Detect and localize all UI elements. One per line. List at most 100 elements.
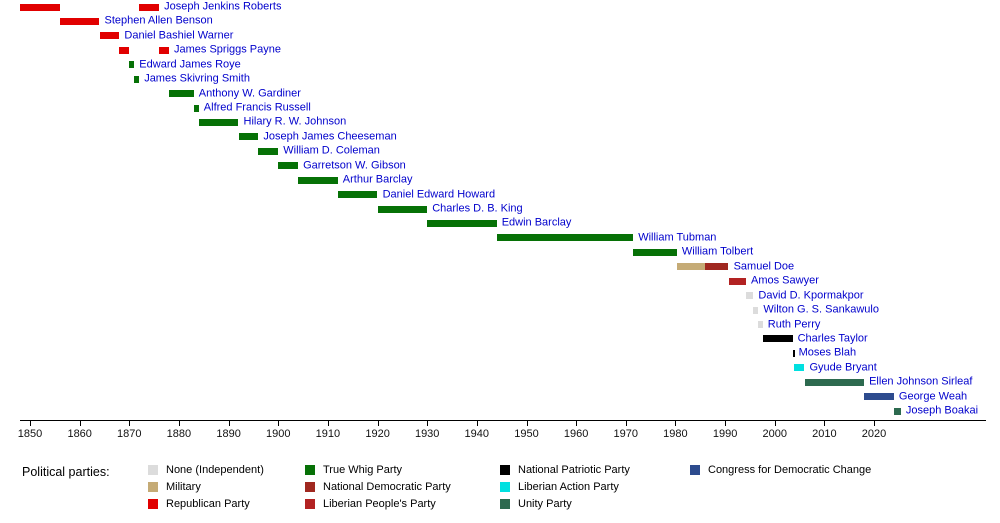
president-name-link[interactable]: William Tolbert [681,245,754,258]
term-bar [59,17,100,25]
term-bar [159,46,169,54]
term-bar [169,90,194,98]
president-name-link[interactable]: Ellen Johnson Sirleaf [869,375,973,388]
president-name-link[interactable]: Daniel Edward Howard [382,188,496,201]
president-name-link[interactable]: James Skivring Smith [144,72,250,85]
axis-tick-label: 1940 [464,428,490,440]
term-bar [804,378,865,386]
president-name-link[interactable]: George Weah [898,390,968,403]
legend-swatch [148,465,158,475]
term-bar [758,321,763,328]
term-bar [99,32,120,40]
term-bar [728,277,746,285]
president-name-link[interactable]: Samuel Doe [733,260,795,273]
legend-swatch [148,499,158,509]
axis-tick-label: 2000 [762,428,788,440]
president-name-link[interactable]: Wilton G. S. Sankawulo [763,303,879,316]
axis-tick-label: 1890 [216,428,241,440]
axis-tick [79,421,81,426]
president-name-link[interactable]: Stephen Allen Benson [104,14,213,27]
axis-tick-label: 1930 [414,428,440,440]
axis-tick [625,421,627,426]
legend-item: None (Independent) [148,464,264,476]
term-bar [864,393,894,401]
president-name-link[interactable]: Amos Sawyer [751,274,819,287]
legend-item: Liberian Action Party [500,481,619,493]
term-bar [893,407,901,415]
president-name-link[interactable]: Joseph Jenkins Roberts [164,0,282,13]
president-name-link[interactable]: Arthur Barclay [342,173,413,186]
president-name-link[interactable]: Gyude Bryant [809,361,877,374]
axis-tick [824,421,826,426]
axis-tick [278,421,280,426]
term-bar [298,176,338,184]
legend-item: Republican Party [148,498,250,510]
timeline-chart: Joseph Jenkins Roberts Stephen Allen Bens… [20,0,979,417]
president-name-link[interactable]: Charles Taylor [797,332,868,345]
president-name-link[interactable]: Charles D. B. King [432,202,523,215]
axis-tick-label: 1920 [365,428,390,440]
legend-label: Congress for Democratic Change [708,464,872,476]
term-bar [762,335,793,343]
axis-tick-label: 1960 [563,428,589,440]
legend-item: Unity Party [500,498,572,510]
axis-tick-label: 1860 [67,428,92,440]
term-bar [753,306,759,314]
axis-tick [476,421,478,426]
legend-swatch [690,465,700,475]
axis-tick [30,421,31,426]
president-name-link[interactable]: David D. Kpormakpor [758,289,864,302]
president-name-link[interactable]: William D. Coleman [283,144,380,157]
axis-tick [327,421,329,426]
legend-swatch [305,465,315,475]
president-name-link[interactable]: Moses Blah [798,346,857,359]
axis-tick [576,421,578,426]
legend-swatch [500,482,510,492]
term-bar [139,3,160,11]
president-name-link[interactable]: Ruth Perry [767,318,821,330]
president-name-link[interactable]: Hilary R. W. Johnson [243,115,347,128]
term-bar [746,292,754,300]
president-name-link[interactable]: William Tubman [638,231,717,244]
president-name-link[interactable]: Edward James Roye [139,58,241,71]
legend-item: National Patriotic Party [500,464,630,476]
term-bar [20,3,60,11]
legend-label: Liberian Action Party [518,481,619,493]
axis-tick-label: 1950 [514,428,539,440]
president-name-link[interactable]: Joseph Boakai [905,404,979,417]
axis-tick [725,421,727,426]
axis-tick-label: 1870 [117,428,142,440]
term-bar [193,104,199,112]
term-bar [793,364,805,372]
axis-tick [774,421,776,426]
term-bar [496,234,634,242]
axis-tick [377,421,379,426]
legend-label: National Democratic Party [323,481,451,493]
legend-item: Military [148,481,201,493]
legend-label: Unity Party [518,498,572,510]
axis-tick-label: 1880 [166,428,192,440]
legend-swatch [500,499,510,509]
president-name-link[interactable]: Garretson W. Gibson [303,159,406,172]
term-bar [238,133,259,141]
president-name-link[interactable]: Anthony W. Gardiner [198,87,301,100]
term-bar [258,147,279,155]
term-bar [198,118,239,126]
axis-tick-label: 1900 [266,428,291,440]
axis-tick-label: 1990 [712,428,738,440]
president-name-link[interactable]: Daniel Bashiel Warner [124,29,234,42]
term-bar [427,219,497,227]
term-bar [119,46,130,54]
axis-tick-label: 1970 [613,428,639,440]
president-name-link[interactable]: Edwin Barclay [501,216,572,229]
term-bar [377,205,428,213]
president-name-link[interactable]: Joseph James Cheeseman [263,130,397,143]
president-name-link[interactable]: Alfred Francis Russell [203,101,311,114]
axis-tick-label: 2010 [812,428,837,440]
term-bar [337,191,378,199]
president-name-link[interactable]: James Spriggs Payne [174,43,281,56]
legend-item: Liberian People's Party [305,498,436,510]
legend-item: Congress for Democratic Change [690,464,871,476]
term-bar [134,75,140,83]
